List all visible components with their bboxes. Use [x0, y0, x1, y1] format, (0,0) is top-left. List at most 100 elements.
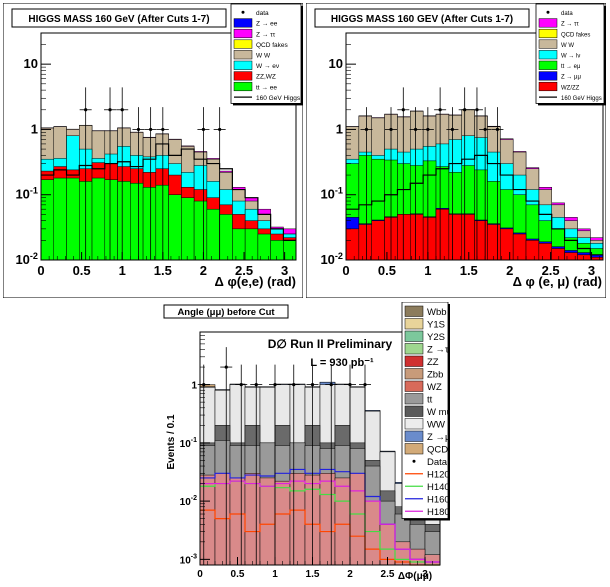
x-tick-label: 0.5 [73, 263, 91, 278]
bar-zz [244, 473, 261, 566]
x-tick-label: 2.5 [542, 263, 560, 278]
data-point [218, 127, 222, 132]
data-point [108, 108, 112, 112]
legend-swatch [404, 443, 424, 455]
bar-tt-ee [40, 179, 55, 261]
data-point [224, 365, 228, 369]
bar-tt-ee [244, 228, 259, 261]
higgs-line-h180 [200, 480, 440, 563]
data-point [310, 383, 315, 387]
legend-swatch [404, 430, 424, 442]
bar-tt-ee [91, 177, 106, 261]
x-tick-label: 3 [281, 263, 288, 278]
y-tick-label: 1 [31, 121, 38, 136]
data-point [463, 108, 467, 112]
bar-zz [364, 500, 381, 566]
legend-swatch [404, 343, 424, 355]
title-box [163, 304, 289, 319]
legend-label: Z →μμ [427, 432, 450, 443]
bar-tt-ee [142, 187, 157, 261]
x-tick-label: 2.5 [235, 263, 253, 278]
data-point [401, 108, 405, 112]
bar-tt-ee [181, 197, 195, 261]
bar-wz-zz [487, 224, 501, 261]
legend-label: W W [256, 53, 271, 60]
x-axis-label: ΔΦ(μμ) [398, 571, 432, 582]
y-axis-label: Events / 0.1 [166, 414, 177, 469]
legend-swatch [233, 71, 253, 81]
data-point [413, 127, 418, 132]
legend-label: W → eν [256, 63, 279, 70]
data-point [475, 108, 479, 112]
bar-tt-ee [155, 184, 169, 261]
legend-marker-dot [412, 459, 416, 463]
bar-zz [319, 473, 336, 566]
legend-label: Data [427, 457, 448, 468]
data-point [254, 383, 258, 387]
legend-label: Y1S [427, 320, 445, 331]
legend-label: Z → ττ [561, 22, 579, 28]
legend-label: W W [561, 43, 574, 49]
data-point [292, 383, 296, 387]
legend-label: H180 [427, 507, 450, 518]
x-tick-label: 1 [119, 263, 126, 278]
legend-marker-dot [241, 10, 245, 14]
legend-swatch [404, 393, 424, 405]
chart-panel-mumu: 0 0.5 1 1.5 2 2.5 3 10-3 10-2 10-1 1 Angle (μμ) bef… [160, 301, 462, 582]
x-tick-label: 0.5 [231, 569, 245, 580]
plot-frame [40, 32, 297, 261]
legend-swatch [404, 355, 424, 367]
legend-label: 160 GeV Higgs (x10 [561, 96, 606, 102]
bar-tt-ee [53, 177, 67, 261]
legend-label: WW [427, 420, 445, 431]
legend-swatch [233, 18, 253, 28]
legend-label: Wbb [427, 307, 447, 318]
x-tick-label: 2 [347, 569, 353, 580]
legend-label: 160 GeV Higgs (x10) [256, 95, 303, 102]
title-box [11, 8, 227, 28]
bar-tt-ee [206, 208, 220, 261]
chart-mumu: 0 0.5 1 1.5 2 2.5 3 10-3 10-2 10-1 1 Angle (μμ) bef… [163, 301, 462, 582]
legend-label: QCD [427, 445, 448, 456]
chart-title: HIGGS MASS 160 GeV (After Cuts 1-7) [28, 14, 209, 25]
legend-swatch [233, 39, 253, 49]
legend-label: data [256, 10, 269, 17]
data-point [239, 383, 243, 387]
bar-wz-zz [397, 214, 411, 261]
plot-frame [345, 32, 604, 261]
bar-zz [229, 477, 246, 566]
x-axis-label: Δ φ(e,e) (rad) [215, 274, 297, 289]
x-tick-label: 3 [588, 263, 595, 278]
bar-wz-zz [410, 214, 424, 261]
legend-label: QCD fakes [256, 42, 289, 49]
bar-wz-zz [422, 217, 437, 261]
bar-tt-ee [193, 200, 208, 261]
bar-wz-zz [538, 243, 552, 261]
bar-tt-ee [270, 240, 284, 261]
y-tick-label: 1 [336, 121, 343, 136]
data-point [438, 108, 442, 112]
legend-swatch [404, 318, 424, 330]
x-tick-label: 0 [342, 263, 349, 278]
data-point [364, 127, 369, 132]
data-point [149, 127, 153, 132]
annotation-run: D∅ Run II Preliminary [268, 337, 393, 351]
bar-zz [334, 477, 351, 566]
bar-wz-zz [358, 224, 372, 261]
bar-zz [259, 477, 276, 566]
legend-swatch [538, 18, 558, 28]
x-tick-label: 0 [37, 263, 44, 278]
legend-label: Z → ττ [256, 31, 276, 38]
x-tick-label: 2 [506, 263, 513, 278]
legend-label: ZZ,WZ [256, 74, 276, 81]
y-tick-label: 1 [191, 381, 197, 392]
legend-label: H120 [427, 470, 450, 481]
legend-label: W → lν [561, 54, 580, 60]
bar-zz [289, 473, 306, 566]
bar-wz-zz [371, 220, 385, 261]
legend-swatch [404, 330, 424, 342]
chart-title: Angle (μμ) before Cut [177, 307, 275, 318]
legend-label: Zbb [427, 370, 443, 381]
bar-tt-ee [130, 182, 144, 261]
